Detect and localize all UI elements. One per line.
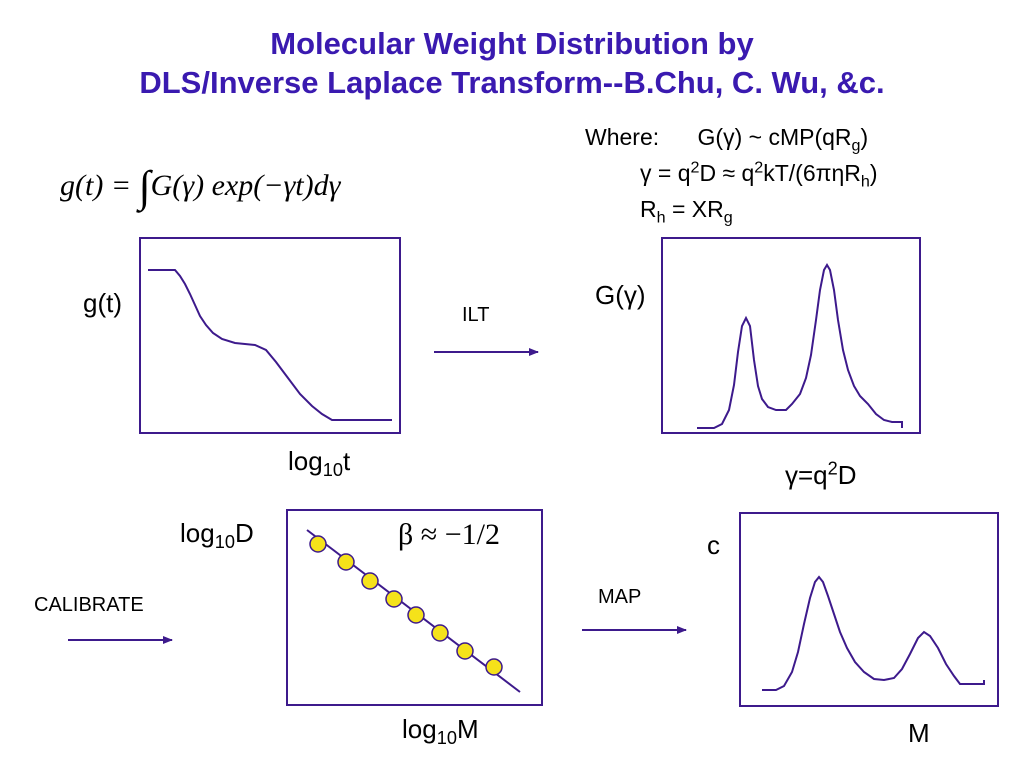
calibration-point <box>385 590 403 608</box>
where-line-3: Rh = XRg <box>640 196 733 227</box>
mw-distribution-curve <box>762 575 985 691</box>
slide-title-line-1: Molecular Weight Distribution by <box>270 26 754 61</box>
calibration-points <box>309 535 503 676</box>
calib-panel-frame <box>286 509 543 706</box>
calibration-point <box>337 553 355 571</box>
where-line-2: γ = q2D ≈ q2kT/(6πηRh) <box>640 158 878 191</box>
integral-sign: ∫ <box>138 162 151 211</box>
calibration-point <box>431 624 449 642</box>
gt-x-label: log10t <box>288 446 351 481</box>
calib-y-label: log10D <box>180 518 254 553</box>
gamma-x-label: γ=q2D <box>785 458 857 490</box>
mw-x-label: M <box>908 718 930 748</box>
main-equation: g(t) = ∫G(γ) exp(−γt)dγ <box>60 155 341 211</box>
calibration-point <box>407 606 425 624</box>
map-label: MAP <box>598 586 642 608</box>
calibrate-label: CALIBRATE <box>34 594 144 616</box>
calib-x-label: log10M <box>402 714 479 749</box>
mw-y-label: c <box>707 530 720 560</box>
gt-decay-curve <box>148 269 392 421</box>
gamma-panel-frame <box>661 237 921 434</box>
gt-panel-frame <box>139 237 401 434</box>
mw-panel-frame <box>739 512 999 707</box>
gamma-y-label: G(γ) <box>595 280 646 310</box>
gt-y-label: g(t) <box>83 288 122 318</box>
where-label: Where: <box>585 124 660 150</box>
slide-title-line-2: DLS/Inverse Laplace Transform--B.Chu, C.… <box>139 65 885 100</box>
where-line-1: Where: G(γ) ~ cMP(qRg) <box>585 124 869 155</box>
calibration-point <box>485 658 503 676</box>
equation-integrand: G(γ) exp(−γt)dγ <box>150 169 341 202</box>
calibration-point <box>456 642 474 660</box>
calibration-point <box>361 572 379 590</box>
equation-lhs: g(t) = <box>60 169 139 202</box>
calibration-point <box>309 535 327 553</box>
slope-label: β ≈ −1/2 <box>398 518 500 551</box>
ilt-label: ILT <box>462 304 490 326</box>
gamma-distribution-curve <box>697 263 903 429</box>
